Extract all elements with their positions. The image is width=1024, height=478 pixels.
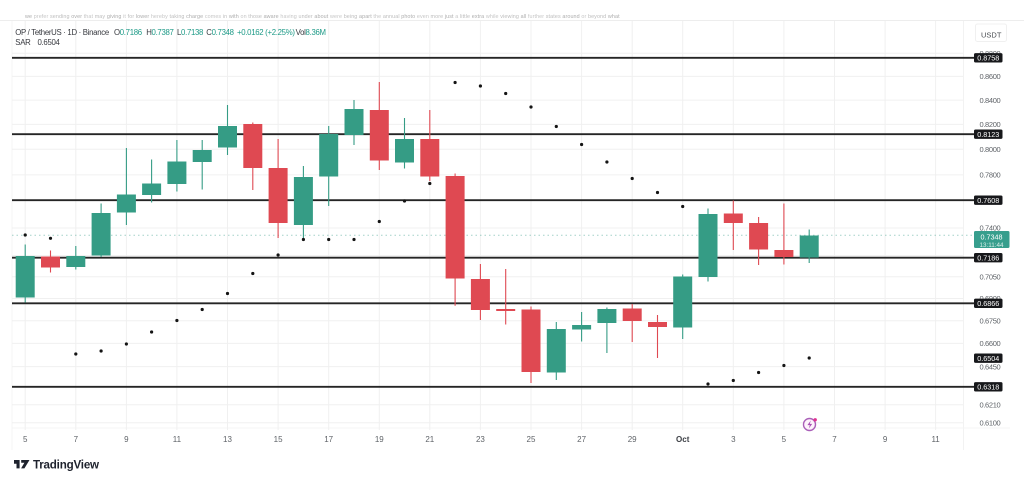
svg-text:0.8758: 0.8758	[977, 53, 999, 62]
svg-text:Oct: Oct	[676, 435, 690, 444]
svg-text:7: 7	[832, 435, 837, 444]
svg-text:H0.7387: H0.7387	[146, 28, 173, 37]
svg-text:0.6210: 0.6210	[980, 401, 1001, 410]
svg-text:L0.7138: L0.7138	[177, 28, 203, 37]
svg-text:9: 9	[124, 435, 129, 444]
svg-text:OP / TetherUS · 1D · Binance: OP / TetherUS · 1D · Binance	[15, 28, 109, 37]
svg-text:0.6100: 0.6100	[980, 419, 1001, 428]
svg-text:3: 3	[731, 435, 736, 444]
svg-text:29: 29	[628, 435, 637, 444]
svg-text:19: 19	[375, 435, 384, 444]
svg-text:USDT: USDT	[981, 31, 1002, 40]
svg-text:O0.7186: O0.7186	[114, 28, 142, 37]
svg-text:15: 15	[274, 435, 283, 444]
svg-text:9: 9	[883, 435, 888, 444]
svg-text:0.6866: 0.6866	[977, 299, 999, 308]
svg-text:5: 5	[782, 435, 787, 444]
svg-text:0.6504: 0.6504	[38, 38, 61, 47]
svg-text:SAR: SAR	[15, 38, 31, 47]
svg-text:0.6504: 0.6504	[977, 354, 999, 363]
svg-text:13: 13	[223, 435, 232, 444]
svg-text:27: 27	[577, 435, 586, 444]
svg-text:0.8400: 0.8400	[980, 96, 1001, 105]
svg-text:0.7348: 0.7348	[981, 233, 1003, 242]
svg-text:0.6450: 0.6450	[980, 362, 1001, 371]
svg-text:0.7050: 0.7050	[980, 273, 1001, 282]
svg-text:0.6750: 0.6750	[980, 316, 1001, 325]
svg-text:0.7800: 0.7800	[980, 171, 1001, 180]
svg-text:C0.7348: C0.7348	[206, 28, 233, 37]
svg-text:17: 17	[324, 435, 333, 444]
svg-text:11: 11	[173, 435, 182, 444]
svg-text:0.8000: 0.8000	[980, 145, 1001, 154]
svg-text:+0.0162 (+2.25%): +0.0162 (+2.25%)	[237, 28, 295, 37]
svg-text:5: 5	[23, 435, 28, 444]
svg-text:0.7400: 0.7400	[980, 224, 1001, 233]
svg-text:25: 25	[527, 435, 536, 444]
svg-text:0.6600: 0.6600	[980, 339, 1001, 348]
svg-text:we prefer sending over that ma: we prefer sending over that may giving i…	[24, 14, 620, 20]
svg-text:23: 23	[476, 435, 485, 444]
svg-text:0.8123: 0.8123	[977, 130, 999, 139]
svg-text:0.8600: 0.8600	[980, 72, 1001, 81]
svg-text:0.6318: 0.6318	[977, 382, 999, 391]
svg-text:11: 11	[931, 435, 940, 444]
svg-text:0.7608: 0.7608	[977, 196, 999, 205]
svg-text:21: 21	[425, 435, 434, 444]
svg-text:Vol8.36M: Vol8.36M	[296, 28, 326, 37]
svg-text:7: 7	[74, 435, 79, 444]
svg-text:0.8200: 0.8200	[980, 120, 1001, 129]
svg-text:TradingView: TradingView	[33, 458, 100, 471]
svg-text:13:11:44: 13:11:44	[979, 242, 1004, 249]
svg-text:0.7186: 0.7186	[977, 253, 999, 262]
